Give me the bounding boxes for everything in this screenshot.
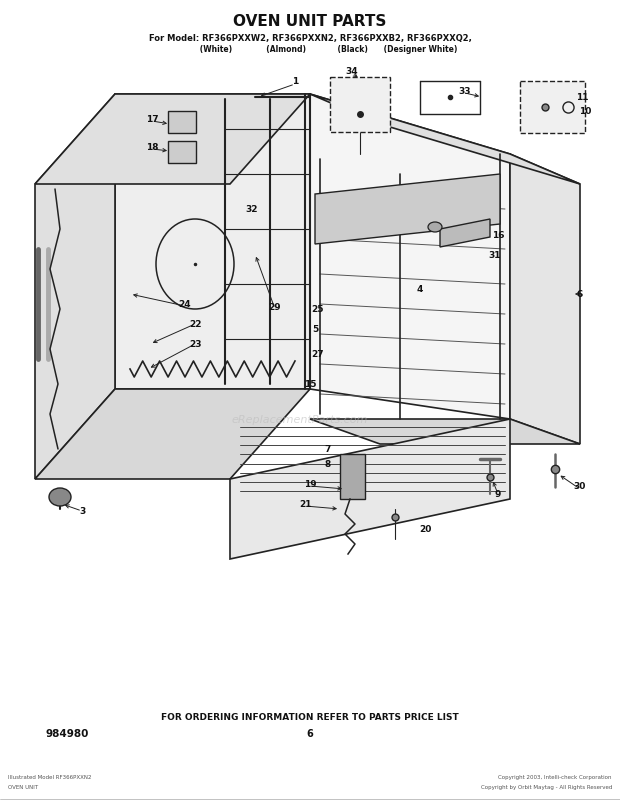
Text: Copyright by Orbit Maytag - All Rights Reserved: Copyright by Orbit Maytag - All Rights R… [480, 785, 612, 789]
Polygon shape [310, 419, 580, 444]
Text: 10: 10 [579, 108, 591, 116]
Text: 29: 29 [268, 303, 281, 312]
Ellipse shape [49, 488, 71, 507]
Text: OVEN UNIT: OVEN UNIT [8, 785, 38, 789]
Text: 6: 6 [577, 290, 583, 300]
Text: 32: 32 [246, 206, 259, 214]
Ellipse shape [428, 222, 442, 233]
Text: 3: 3 [79, 507, 85, 516]
Text: 7: 7 [325, 445, 331, 454]
Polygon shape [340, 454, 365, 499]
Bar [168, 112, 196, 134]
Text: 17: 17 [146, 116, 158, 124]
Text: 19: 19 [304, 480, 316, 489]
Text: Illustrated Model RF366PXXN2: Illustrated Model RF366PXXN2 [8, 775, 92, 780]
Text: 27: 27 [312, 350, 324, 359]
Bar [520, 82, 585, 134]
Text: FOR ORDERING INFORMATION REFER TO PARTS PRICE LIST: FOR ORDERING INFORMATION REFER TO PARTS … [161, 712, 459, 722]
Text: eReplacementParts.com: eReplacementParts.com [232, 414, 368, 425]
Text: OVEN UNIT PARTS: OVEN UNIT PARTS [233, 14, 387, 30]
Text: 6: 6 [307, 728, 313, 738]
Text: Copyright 2003, Intelli-check Corporation: Copyright 2003, Intelli-check Corporatio… [498, 775, 612, 780]
Polygon shape [115, 95, 310, 389]
Text: 4: 4 [417, 285, 423, 294]
Text: 15: 15 [304, 380, 316, 389]
Text: (White)             (Almond)            (Black)      (Designer White): (White) (Almond) (Black) (Designer White… [163, 46, 457, 55]
Polygon shape [510, 155, 580, 444]
Text: For Model: RF366PXXW2, RF366PXXN2, RF366PXXB2, RF366PXXQ2,: For Model: RF366PXXW2, RF366PXXN2, RF366… [149, 34, 471, 43]
Text: 1: 1 [292, 77, 298, 87]
Text: 30: 30 [574, 482, 586, 491]
Text: 25: 25 [312, 305, 324, 314]
Text: 16: 16 [492, 230, 504, 239]
Text: 11: 11 [576, 93, 588, 102]
Polygon shape [315, 175, 500, 245]
Text: 5: 5 [312, 325, 318, 334]
Polygon shape [230, 419, 510, 560]
Text: 9: 9 [495, 490, 501, 499]
Bar [168, 142, 196, 164]
Bar [330, 78, 390, 132]
Polygon shape [310, 95, 510, 419]
Polygon shape [35, 389, 310, 479]
Polygon shape [310, 95, 580, 185]
Text: 24: 24 [179, 300, 192, 309]
Text: 8: 8 [325, 460, 331, 469]
Text: 20: 20 [419, 525, 431, 534]
Polygon shape [35, 95, 115, 479]
Text: 21: 21 [299, 500, 311, 509]
Text: 18: 18 [146, 143, 158, 153]
Text: 23: 23 [188, 340, 202, 349]
Polygon shape [440, 220, 490, 247]
Polygon shape [35, 95, 310, 185]
Text: 33: 33 [459, 88, 471, 96]
Text: 22: 22 [188, 320, 202, 329]
Text: 984980: 984980 [45, 728, 89, 738]
Text: 34: 34 [346, 67, 358, 76]
Text: 31: 31 [489, 251, 501, 259]
